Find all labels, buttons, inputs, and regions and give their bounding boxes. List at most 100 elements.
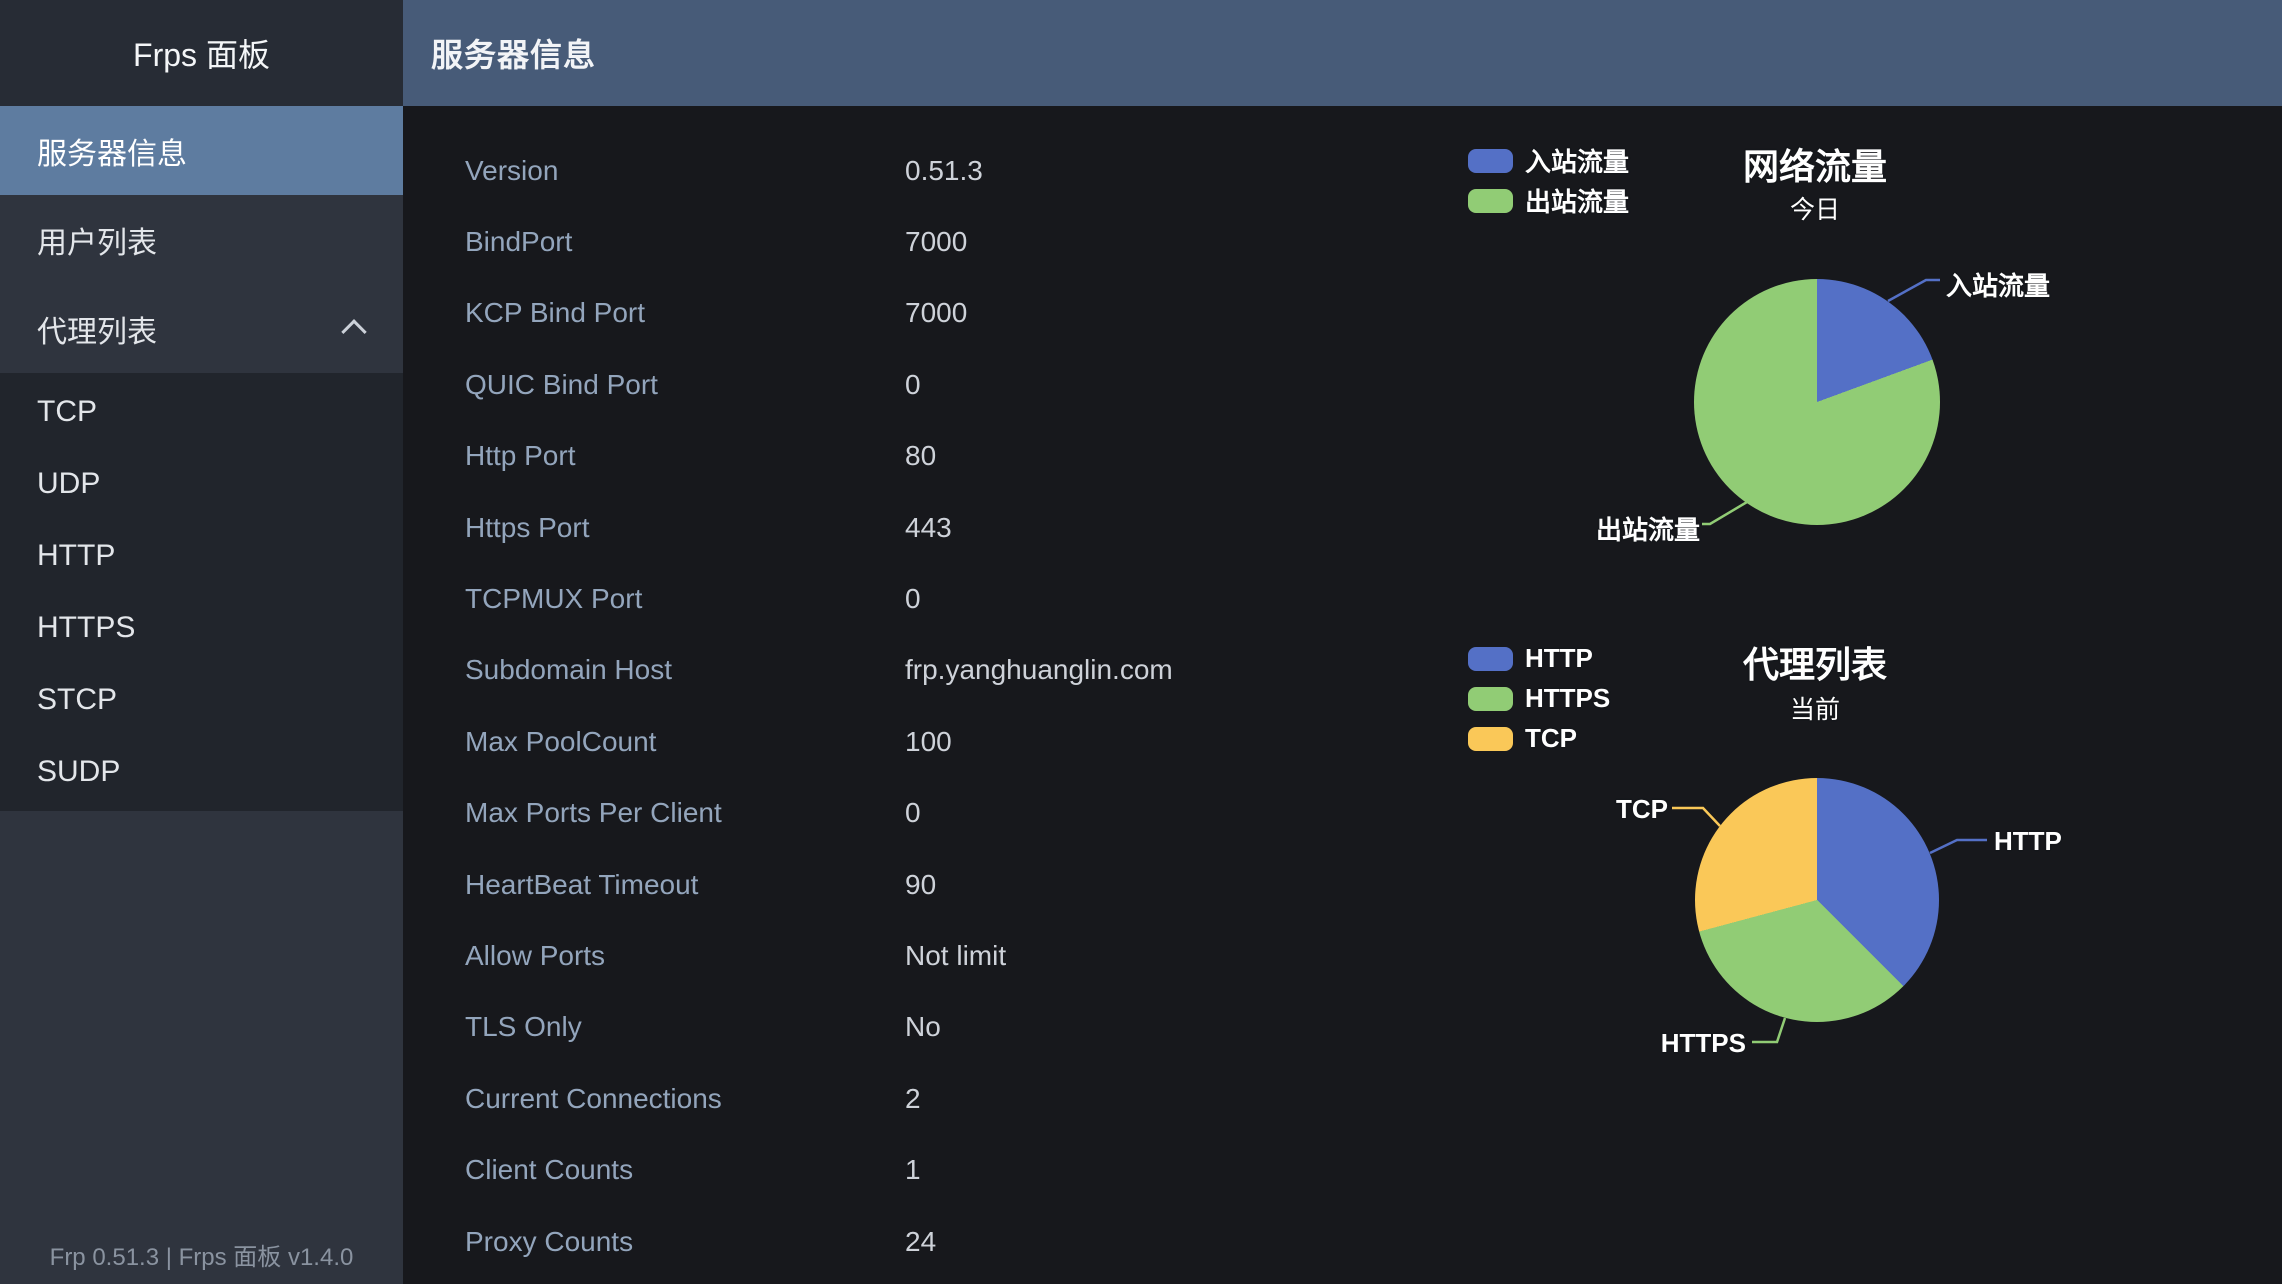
legend-swatch-icon: [1468, 686, 1513, 711]
info-value: 80: [905, 440, 937, 472]
legend-label: HTTP: [1525, 643, 1593, 673]
info-value: 0: [905, 583, 921, 615]
info-value: frp.yanghuanglin.com: [905, 654, 1173, 686]
info-value: 0: [905, 368, 921, 400]
info-row-tcpmux-port: TCPMUX Port 0: [465, 563, 1425, 634]
sidebar-item-https[interactable]: HTTPS: [0, 592, 403, 664]
info-value: 100: [905, 725, 952, 757]
info-row-kcp-bind-port: KCP Bind Port 7000: [465, 278, 1425, 349]
info-label: Max Ports Per Client: [465, 797, 722, 829]
info-row-current-connections: Current Connections 2: [465, 1063, 1425, 1134]
legend-swatch-icon: [1468, 188, 1513, 213]
chart-title: 代理列表: [1742, 644, 1887, 685]
info-label: Max PoolCount: [465, 725, 657, 757]
legend-item-https[interactable]: HTTPS: [1468, 683, 1610, 714]
legend-item-inbound[interactable]: 入站流量: [1468, 142, 1629, 179]
info-row-max-ports-per-client: Max Ports Per Client 0: [465, 778, 1425, 849]
info-row-max-poolcount: Max PoolCount 100: [465, 706, 1425, 777]
info-label: Version: [465, 154, 559, 186]
sidebar-item-tcp[interactable]: TCP: [0, 376, 403, 448]
info-value: 24: [905, 1225, 937, 1257]
info-value: Not limit: [905, 939, 1007, 971]
sidebar-item-udp[interactable]: UDP: [0, 448, 403, 520]
traffic-chart: 网络流量 今日 入站流量 出站流量 入站流量 出站流量: [1450, 130, 2282, 570]
sidebar-item-label: STCP: [37, 683, 118, 716]
info-row-subdomain-host: Subdomain Host frp.yanghuanglin.com: [465, 635, 1425, 706]
sidebar-item-label: 服务器信息: [37, 137, 187, 171]
info-label: TLS Only: [465, 1011, 582, 1043]
info-value: 90: [905, 868, 937, 900]
legend-label: HTTPS: [1525, 683, 1611, 713]
info-value: 443: [905, 511, 952, 543]
info-row-version: Version 0.51.3: [465, 135, 1425, 206]
info-value: No: [905, 1011, 941, 1043]
sidebar-item-label: 代理列表: [37, 315, 157, 349]
info-label: Https Port: [465, 511, 590, 543]
info-row-heartbeat-timeout: HeartBeat Timeout 90: [465, 849, 1425, 920]
info-row-proxy-counts: Proxy Counts 24: [465, 1206, 1425, 1277]
info-label: KCP Bind Port: [465, 297, 646, 329]
info-label: BindPort: [465, 226, 573, 258]
sidebar-item-label: HTTPS: [37, 611, 136, 644]
legend-item-tcp[interactable]: TCP: [1468, 723, 1577, 754]
info-label: Proxy Counts: [465, 1225, 634, 1257]
chart-subtitle: 今日: [1789, 196, 1840, 224]
legend-swatch-icon: [1468, 148, 1513, 173]
info-label: TCPMUX Port: [465, 583, 643, 615]
app-title: Frps 面板: [0, 0, 403, 106]
pie-label-outbound: 出站流量: [1595, 515, 1700, 545]
info-value: 7000: [905, 297, 968, 329]
info-label: QUIC Bind Port: [465, 368, 658, 400]
proxies-chart: 代理列表 当前 HTTP HTTPS TCP HTTP HTTPS: [1450, 620, 2282, 1160]
sidebar-item-http[interactable]: HTTP: [0, 520, 403, 592]
pie-label-inbound: 入站流量: [1946, 271, 2051, 301]
sidebar-item-proxy-list[interactable]: 代理列表: [0, 284, 403, 373]
page-header: 服务器信息: [403, 0, 2282, 106]
info-row-tls-only: TLS Only No: [465, 992, 1425, 1063]
info-row-client-counts: Client Counts 1: [465, 1134, 1425, 1205]
info-label: Subdomain Host: [465, 654, 673, 686]
page-title: 服务器信息: [431, 37, 597, 73]
info-value: 1: [905, 1154, 921, 1186]
sidebar-item-label: HTTP: [37, 539, 116, 572]
sidebar-item-sudp[interactable]: SUDP: [0, 736, 403, 808]
proxies-pie[interactable]: [1695, 778, 1939, 1022]
info-label: HeartBeat Timeout: [465, 868, 699, 900]
sidebar-item-stcp[interactable]: STCP: [0, 664, 403, 736]
sidebar-item-label: UDP: [37, 467, 101, 500]
chart-subtitle: 当前: [1789, 696, 1840, 724]
sidebar: Frps 面板 服务器信息 用户列表 代理列表 TCP UDP HTTP: [0, 0, 403, 1284]
sidebar-item-label: 用户列表: [37, 226, 157, 260]
legend-item-http[interactable]: HTTP: [1468, 643, 1593, 674]
legend-swatch-icon: [1468, 646, 1513, 671]
legend-swatch-icon: [1468, 726, 1513, 751]
sidebar-item-label: SUDP: [37, 755, 121, 788]
info-label: Current Connections: [465, 1082, 722, 1114]
pie-label-http: HTTP: [1994, 826, 2062, 856]
info-label: Http Port: [465, 440, 576, 472]
info-label: Allow Ports: [465, 939, 606, 971]
version-footer: Frp 0.51.3 | Frps 面板 v1.4.0: [49, 1244, 354, 1271]
pie-label-https: HTTPS: [1660, 1028, 1746, 1058]
info-value: 7000: [905, 226, 968, 258]
legend-item-outbound[interactable]: 出站流量: [1468, 182, 1629, 219]
info-row-quic-bind-port: QUIC Bind Port 0: [465, 349, 1425, 420]
info-row-https-port: Https Port 443: [465, 492, 1425, 563]
sidebar-item-label: TCP: [37, 395, 97, 428]
info-row-allow-ports: Allow Ports Not limit: [465, 920, 1425, 991]
info-row-bindport: BindPort 7000: [465, 206, 1425, 277]
traffic-pie[interactable]: [1694, 279, 1940, 525]
info-row-http-port: Http Port 80: [465, 421, 1425, 492]
sidebar-menu: 服务器信息 用户列表 代理列表 TCP UDP HTTP H: [0, 106, 403, 811]
chevron-up-icon: [341, 318, 367, 345]
info-value: 2: [905, 1082, 921, 1114]
chart-title: 网络流量: [1742, 146, 1887, 187]
legend-label: 入站流量: [1525, 147, 1630, 177]
pie-label-tcp: TCP: [1616, 794, 1668, 824]
sidebar-item-user-list[interactable]: 用户列表: [0, 195, 403, 284]
legend-label: 出站流量: [1525, 187, 1630, 217]
sidebar-item-server-info[interactable]: 服务器信息: [0, 106, 403, 195]
server-info-table: Version 0.51.3 BindPort 7000 KCP Bind Po…: [465, 135, 1425, 1277]
info-label: Client Counts: [465, 1154, 634, 1186]
